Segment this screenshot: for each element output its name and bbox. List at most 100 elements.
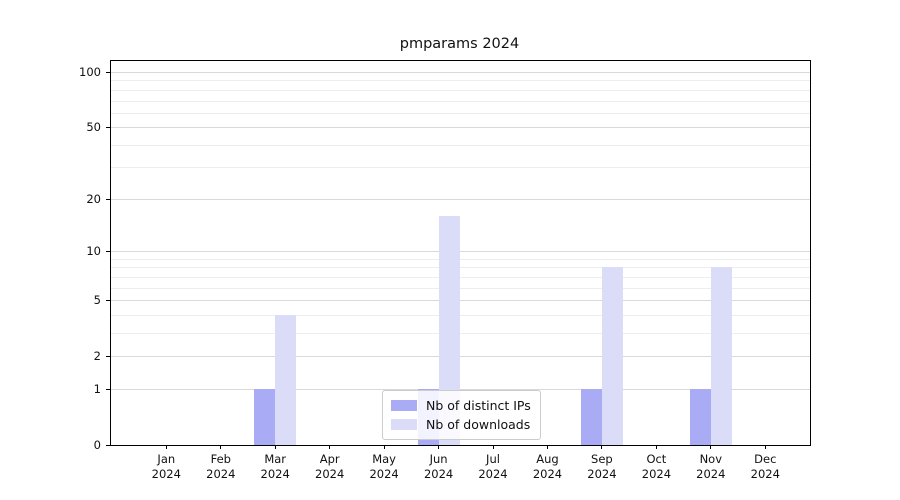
y-axis-tick <box>106 445 110 446</box>
month-name: Nov <box>699 452 723 466</box>
y-axis-tick-label: 50 <box>86 120 101 135</box>
month-year: 2024 <box>641 467 672 481</box>
legend: Nb of distinct IPs Nb of downloads <box>382 390 541 440</box>
month-name: May <box>372 452 396 466</box>
x-axis-tick-label: Feb 2024 <box>191 452 251 482</box>
minor-gridline <box>111 89 810 91</box>
month-name: Sep <box>591 452 613 466</box>
y-axis-tick-label: 100 <box>79 65 101 79</box>
x-axis-tick <box>601 445 603 449</box>
x-axis-tick <box>655 445 657 449</box>
y-axis-tick <box>106 389 110 390</box>
month-year: 2024 <box>696 467 726 481</box>
x-axis-tick-label: Nov 2024 <box>681 452 741 482</box>
minor-gridline <box>111 276 810 278</box>
x-axis-tick <box>220 445 222 449</box>
month-name: Jul <box>486 452 500 466</box>
month-year: 2024 <box>750 467 780 481</box>
major-gridline <box>111 356 810 358</box>
x-axis-tick <box>383 445 385 449</box>
x-axis-tick-label: Sep 2024 <box>572 452 632 482</box>
y-axis-tick <box>106 251 110 253</box>
legend-label: Nb of distinct IPs <box>426 398 531 413</box>
bar-downloads <box>275 314 297 445</box>
bar-distinct-ips <box>254 389 276 445</box>
y-axis-tick <box>106 72 110 73</box>
month-name: Mar <box>264 452 287 466</box>
legend-item: Nb of distinct IPs <box>391 396 531 415</box>
y-axis-tick <box>106 198 110 200</box>
x-axis-tick-label: Aug 2024 <box>518 452 578 482</box>
y-axis-tick-label: 2 <box>93 349 101 364</box>
y-axis-tick-label: 1 <box>93 382 101 396</box>
month-year: 2024 <box>151 467 181 481</box>
minor-gridline <box>111 258 810 260</box>
x-axis-tick <box>764 445 766 449</box>
x-axis-tick <box>710 445 712 449</box>
x-axis-tick-label: Jul 2024 <box>463 452 523 482</box>
month-name: Jun <box>429 452 448 466</box>
month-name: Apr <box>319 452 340 466</box>
month-year: 2024 <box>260 467 290 481</box>
month-year: 2024 <box>369 467 399 481</box>
y-axis-tick-label: 20 <box>86 191 101 206</box>
legend-item: Nb of downloads <box>391 415 531 434</box>
month-year: 2024 <box>206 467 236 481</box>
x-axis-tick <box>329 445 331 449</box>
x-axis-tick-label: Dec 2024 <box>735 452 795 482</box>
x-axis-tick-label: Mar 2024 <box>245 452 305 482</box>
month-year: 2024 <box>478 467 508 481</box>
legend-swatch-downloads <box>391 419 417 430</box>
month-year: 2024 <box>423 467 454 481</box>
month-name: Feb <box>210 452 231 466</box>
minor-gridline <box>111 287 810 289</box>
legend-label: Nb of downloads <box>426 417 531 432</box>
minor-gridline <box>111 112 810 114</box>
minor-gridline <box>111 333 810 334</box>
minor-gridline <box>111 267 810 269</box>
x-axis-tick-label: Jan 2024 <box>136 452 196 482</box>
minor-gridline <box>111 314 810 316</box>
legend-swatch-ips <box>391 400 417 411</box>
major-gridline <box>111 251 810 253</box>
major-gridline <box>111 127 810 129</box>
minor-gridline <box>111 100 810 102</box>
y-axis-tick-label: 5 <box>93 293 101 308</box>
y-axis-tick <box>106 356 110 358</box>
y-axis-tick <box>106 127 110 129</box>
y-axis-tick <box>106 300 110 302</box>
x-axis-tick <box>547 445 548 449</box>
bar-distinct-ips <box>580 389 602 445</box>
bar-downloads <box>438 216 460 445</box>
month-year: 2024 <box>587 467 617 481</box>
major-gridline <box>111 198 810 200</box>
month-name: Oct <box>646 452 667 466</box>
month-name: Jan <box>157 452 176 466</box>
y-axis-tick-label: 0 <box>93 438 101 452</box>
y-axis-tick-label: 10 <box>86 244 101 259</box>
x-axis-tick-label: Jun 2024 <box>409 452 469 482</box>
major-gridline <box>111 72 810 73</box>
month-name: Aug <box>536 452 559 466</box>
bar-distinct-ips <box>689 389 711 445</box>
x-axis-tick <box>165 445 167 449</box>
month-name: Dec <box>754 452 777 466</box>
major-gridline <box>111 300 810 302</box>
bar-downloads <box>601 267 623 445</box>
x-axis-tick <box>438 445 440 449</box>
x-axis-tick-label: May 2024 <box>354 452 414 482</box>
bar-downloads <box>710 267 732 445</box>
minor-gridline <box>111 144 810 146</box>
chart-title: pmparams 2024 <box>399 36 520 52</box>
month-year: 2024 <box>315 467 345 481</box>
plot-area: 0 1 2 5 10 20 50 100 Jan 2024 Feb 2024 Mar 2024 Apr 202… <box>79 60 811 481</box>
x-axis-tick <box>492 445 494 449</box>
x-axis-tick <box>274 445 276 449</box>
month-year: 2024 <box>532 467 563 481</box>
x-axis-tick-label: Oct 2024 <box>626 452 686 482</box>
minor-gridline <box>111 167 810 169</box>
x-axis-tick-label: Apr 2024 <box>300 452 360 482</box>
major-gridline <box>111 389 810 390</box>
minor-gridline <box>111 80 810 82</box>
